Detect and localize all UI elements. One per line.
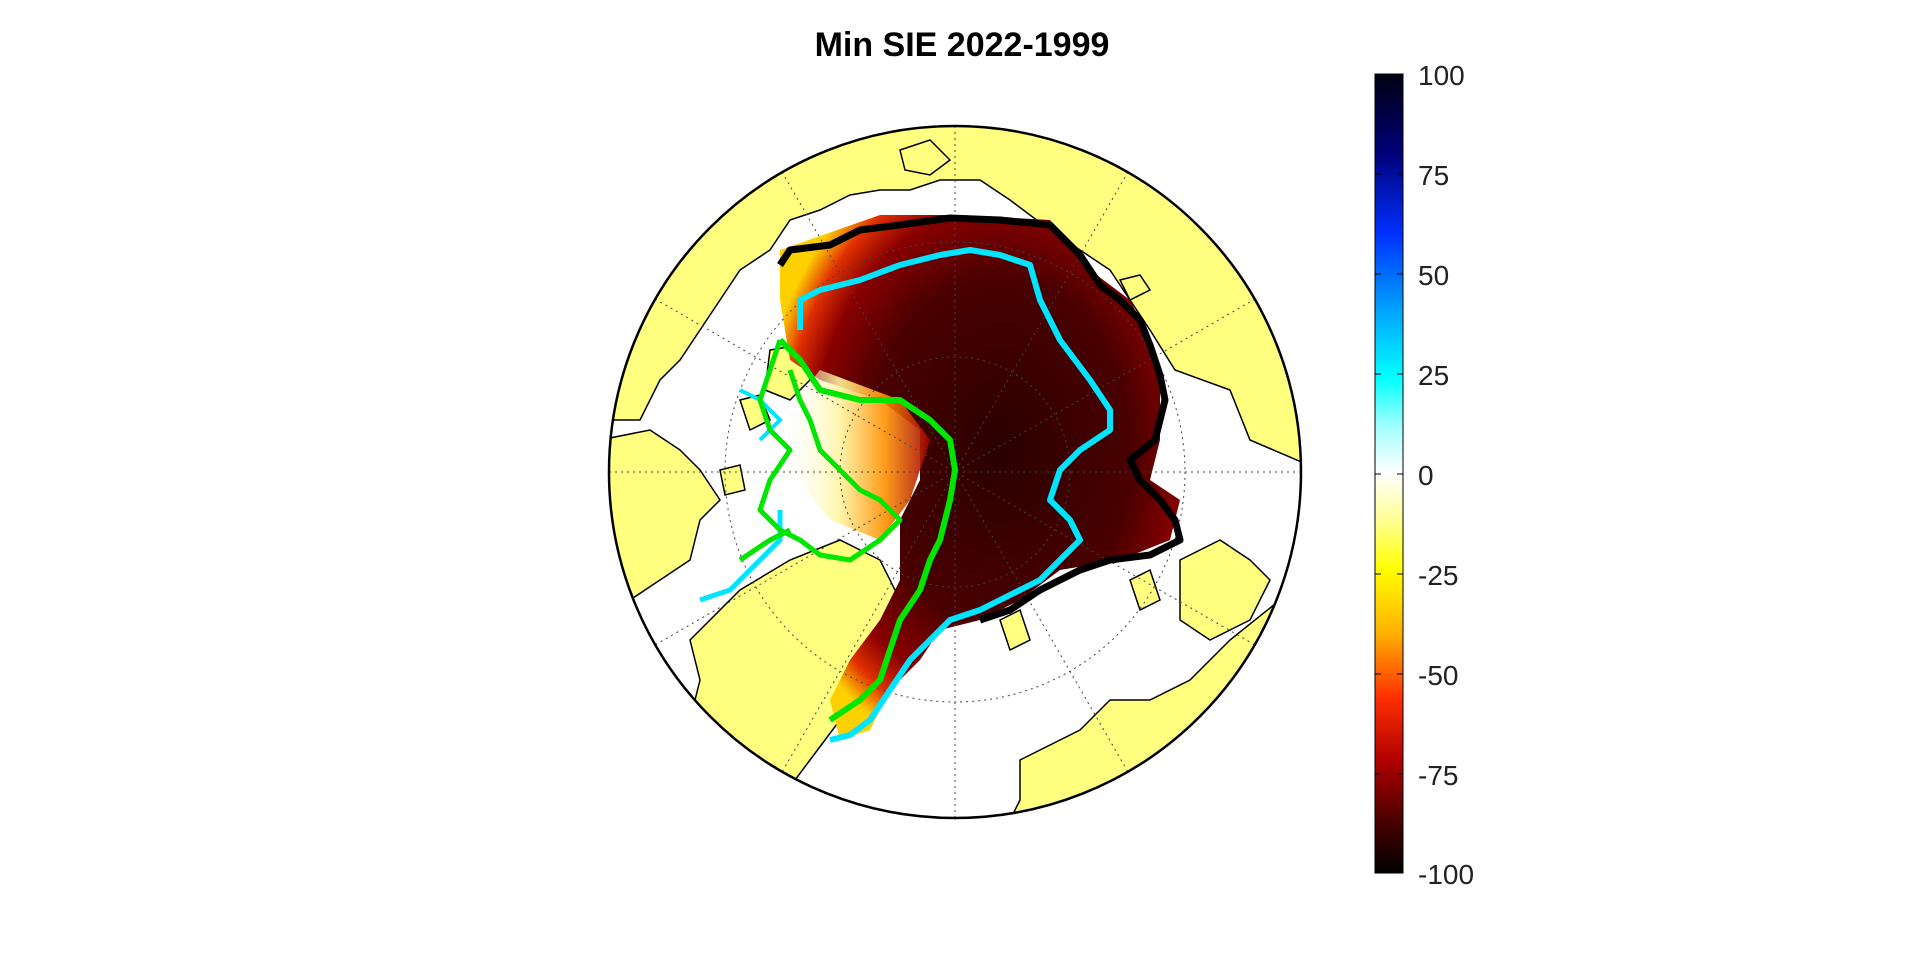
- colorbar-tick-label: 50: [1418, 260, 1450, 291]
- colorbar-tick-label: -100: [1418, 859, 1475, 890]
- colorbar-tick-label: 25: [1418, 360, 1450, 391]
- colorbar-tick-label: -75: [1418, 760, 1459, 791]
- edge-cyan: [797, 247, 1113, 743]
- edge-green: [777, 337, 958, 723]
- ice-loss-fade: [780, 370, 930, 540]
- colorbar-tick-label: 100: [1418, 60, 1465, 91]
- colorbar-tick-label: 75: [1418, 160, 1450, 191]
- edge-black: [777, 214, 1184, 624]
- colorbar-ticks: [1375, 73, 1403, 874]
- colorbar-tick-label: -50: [1418, 660, 1459, 691]
- edge-green-archipelago: [757, 339, 903, 563]
- ice-loss-field: [780, 215, 1180, 740]
- colorbar-tick-label: -25: [1418, 560, 1459, 591]
- map-title: Min SIE 2022-1999: [814, 26, 1110, 64]
- colorbar-tick-label: 0: [1418, 460, 1434, 491]
- edge-green-channel: [738, 527, 792, 563]
- map-boundary: [607, 124, 1303, 820]
